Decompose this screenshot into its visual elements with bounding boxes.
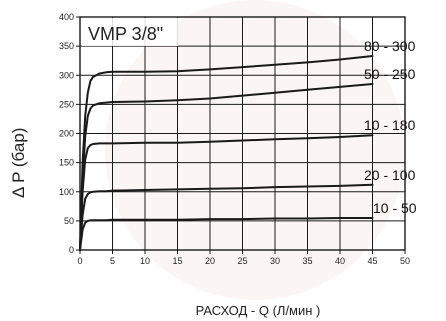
chart-title: VMP 3/8"	[88, 24, 163, 44]
y-tick-label: 250	[59, 99, 74, 109]
series-label: 10 - 50	[373, 200, 417, 216]
y-tick-label: 50	[64, 216, 74, 226]
x-tick-label: 0	[77, 256, 82, 266]
title-box	[82, 18, 178, 46]
y-tick-label: 300	[59, 70, 74, 80]
series-label: 10 - 180	[364, 117, 416, 133]
grid	[80, 17, 405, 250]
series-label: 50 - 250	[364, 66, 416, 82]
x-axis-ticks: 0 5 10 15 20 25 30 35 40 45 50	[77, 250, 410, 266]
y-axis-ticks: 0 50 100 150 200 250 300 350 400	[59, 12, 80, 255]
x-tick-label: 15	[172, 256, 182, 266]
series-labels: 80 - 300 50 - 250 10 - 180 20 - 100 10 - 50	[364, 38, 417, 216]
x-tick-label: 25	[237, 256, 247, 266]
y-tick-label: 200	[59, 129, 74, 139]
x-tick-label: 35	[302, 256, 312, 266]
x-tick-label: 5	[110, 256, 115, 266]
series-layer	[79, 55, 374, 251]
x-tick-label: 50	[400, 256, 410, 266]
y-tick-label: 150	[59, 158, 74, 168]
series-label: 80 - 300	[364, 38, 416, 54]
y-axis-title: Δ P (бар)	[9, 128, 28, 198]
x-tick-label: 40	[335, 256, 345, 266]
y-tick-label: 400	[59, 12, 74, 22]
y-tick-label: 0	[69, 245, 74, 255]
x-tick-label: 10	[140, 256, 150, 266]
x-tick-label: 45	[367, 256, 377, 266]
series-line	[79, 134, 374, 251]
x-axis-title: РАСХОД - Q (Л/мин )	[196, 303, 321, 318]
y-tick-label: 100	[59, 187, 74, 197]
x-tick-label: 30	[270, 256, 280, 266]
series-line	[79, 55, 374, 251]
series-line	[79, 183, 374, 251]
x-tick-label: 20	[205, 256, 215, 266]
series-line	[79, 217, 374, 251]
series-label: 20 - 100	[364, 167, 416, 183]
y-tick-label: 350	[59, 41, 74, 51]
series-line	[79, 83, 374, 251]
